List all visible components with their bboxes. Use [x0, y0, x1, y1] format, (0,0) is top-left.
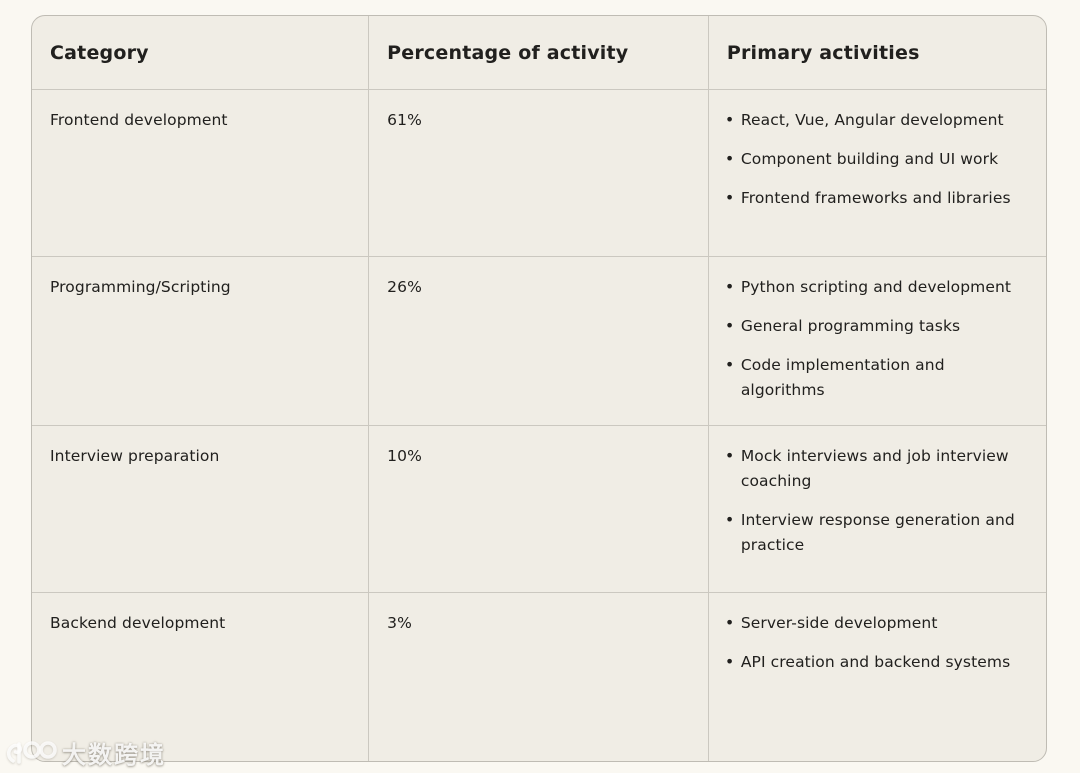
- activity-table: Category Percentage of activity Primary …: [32, 16, 1046, 761]
- table-row: Frontend development 61% React, Vue, Ang…: [32, 89, 1046, 257]
- column-header-percentage: Percentage of activity: [368, 16, 709, 90]
- activity-table-card: Category Percentage of activity Primary …: [31, 15, 1047, 762]
- table-body: Frontend development 61% React, Vue, Ang…: [32, 89, 1046, 761]
- activities-list: Python scripting and development General …: [724, 274, 1038, 403]
- header-row: Category Percentage of activity Primary …: [32, 16, 1046, 90]
- table-header: Category Percentage of activity Primary …: [32, 16, 1046, 90]
- activity-item: Code implementation and algorithms: [724, 352, 1022, 403]
- category-cell: Backend development: [32, 592, 370, 761]
- activities-cell: React, Vue, Angular development Component…: [708, 89, 1046, 257]
- activity-item: Mock interviews and job interview coachi…: [724, 443, 1022, 494]
- table-row: Interview preparation 10% Mock interview…: [32, 425, 1046, 593]
- column-header-category: Category: [32, 16, 370, 90]
- activity-item: Component building and UI work: [724, 146, 1022, 172]
- percentage-cell: 3%: [368, 592, 709, 761]
- activity-item: React, Vue, Angular development: [724, 107, 1022, 133]
- table-row: Backend development 3% Server-side devel…: [32, 592, 1046, 761]
- percentage-cell: 26%: [368, 256, 709, 426]
- activity-item: Frontend frameworks and libraries: [724, 185, 1022, 211]
- activity-item: Interview response generation and practi…: [724, 507, 1022, 558]
- activities-list: Mock interviews and job interview coachi…: [724, 443, 1038, 558]
- activity-item: Python scripting and development: [724, 274, 1022, 300]
- activity-item: API creation and backend systems: [724, 649, 1022, 675]
- activities-cell: Server-side development API creation and …: [708, 592, 1046, 761]
- activities-list: React, Vue, Angular development Component…: [724, 107, 1038, 211]
- category-cell: Interview preparation: [32, 425, 370, 593]
- column-header-primary-activities: Primary activities: [708, 16, 1046, 90]
- activities-cell: Python scripting and development General …: [708, 256, 1046, 426]
- percentage-cell: 10%: [368, 425, 709, 593]
- category-cell: Frontend development: [32, 89, 370, 257]
- table-row: Programming/Scripting 26% Python scripti…: [32, 256, 1046, 426]
- percentage-cell: 61%: [368, 89, 709, 257]
- category-cell: Programming/Scripting: [32, 256, 370, 426]
- activity-item: Server-side development: [724, 610, 1022, 636]
- activities-list: Server-side development API creation and …: [724, 610, 1038, 675]
- activity-item: General programming tasks: [724, 313, 1022, 339]
- activities-cell: Mock interviews and job interview coachi…: [708, 425, 1046, 593]
